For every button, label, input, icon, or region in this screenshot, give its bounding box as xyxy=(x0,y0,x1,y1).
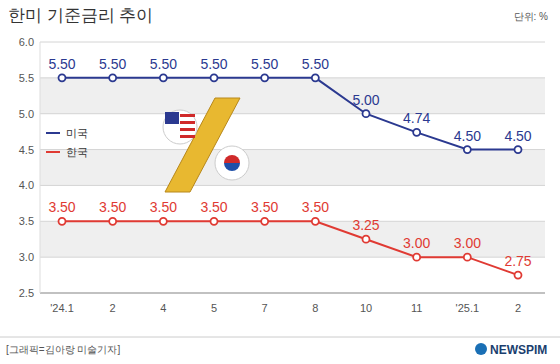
data-label: 5.50 xyxy=(302,56,329,72)
plot-area xyxy=(59,74,522,278)
point xyxy=(160,74,167,81)
point xyxy=(109,218,116,225)
series-line xyxy=(62,221,518,275)
footer-rule xyxy=(0,337,560,338)
unit-label: 단위: % xyxy=(514,11,549,22)
grid-band xyxy=(40,221,545,257)
x-tick-label: '24.1 xyxy=(50,302,74,314)
point xyxy=(413,254,420,261)
data-label: 5.50 xyxy=(251,56,278,72)
grid-line xyxy=(40,185,545,186)
point xyxy=(515,272,522,279)
x-tick-label: 11 xyxy=(411,302,422,314)
data-label: 5.50 xyxy=(99,56,126,72)
x-tick-label: 8 xyxy=(312,302,318,314)
point xyxy=(211,74,218,81)
series-line xyxy=(62,78,518,150)
y-tick-label: 2.5 xyxy=(19,287,34,299)
point xyxy=(464,254,471,261)
x-tick-label: 2 xyxy=(515,302,521,314)
data-label: 3.50 xyxy=(251,199,278,215)
data-label: 5.50 xyxy=(200,56,227,72)
data-label: 3.00 xyxy=(403,235,430,251)
x-tick-label: 5 xyxy=(211,302,217,314)
point xyxy=(312,218,319,225)
point xyxy=(211,218,218,225)
x-tick-label: 2 xyxy=(110,302,116,314)
data-label: 5.50 xyxy=(150,56,177,72)
y-axis xyxy=(40,42,41,293)
x-axis xyxy=(40,293,545,294)
data-label: 3.00 xyxy=(454,235,481,251)
point xyxy=(109,74,116,81)
data-labels: 5.50 5.50 5.50 5.50 5.50 5.50 5.00 4.74 4.50 4.50… xyxy=(48,56,531,269)
point xyxy=(363,236,370,243)
data-label: 3.50 xyxy=(302,199,329,215)
data-label: 3.50 xyxy=(150,199,177,215)
data-label: 4.74 xyxy=(403,110,430,126)
grid-line xyxy=(40,113,545,114)
legend-label: 미국 xyxy=(66,127,88,139)
point xyxy=(413,129,420,136)
flag-us-stripe xyxy=(180,114,195,117)
data-label: 3.50 xyxy=(99,199,126,215)
data-label: 4.50 xyxy=(454,128,481,144)
data-label: 5.00 xyxy=(352,92,379,108)
flag-us-canton xyxy=(165,112,179,124)
point xyxy=(363,110,370,117)
y-tick-label: 5.5 xyxy=(19,72,34,84)
legend: 미국한국 xyxy=(46,127,88,158)
flag-us xyxy=(163,110,197,144)
flag-kr-bottom xyxy=(224,163,240,171)
x-tick-label: 7 xyxy=(262,302,268,314)
point xyxy=(59,218,66,225)
point xyxy=(464,146,471,153)
logo-icon xyxy=(475,343,487,355)
data-label: 5.50 xyxy=(48,56,75,72)
point xyxy=(515,146,522,153)
flag-kr xyxy=(215,146,249,180)
point xyxy=(59,74,66,81)
grid-band xyxy=(40,150,545,186)
y-tick-label: 6.0 xyxy=(19,36,34,48)
point xyxy=(160,218,167,225)
data-label: 4.50 xyxy=(504,128,531,144)
point xyxy=(312,74,319,81)
x-tick-label: 10 xyxy=(360,302,372,314)
y-tick-label: 5.0 xyxy=(19,108,34,120)
y-tick-label: 4.5 xyxy=(19,144,34,156)
legend-label: 한국 xyxy=(66,146,88,158)
y-tick-label: 3.5 xyxy=(19,215,34,227)
flag-kr-top xyxy=(224,155,240,163)
title: 한미 기준금리 추이 xyxy=(8,6,153,25)
y-tick-label: 3.0 xyxy=(19,251,34,263)
x-tick-label: 4 xyxy=(160,302,166,314)
grid-band xyxy=(40,78,545,114)
grid-line xyxy=(40,293,545,294)
logo: NEWSPIM xyxy=(490,343,547,357)
decoration xyxy=(163,98,249,192)
data-label: 3.25 xyxy=(352,217,379,233)
point xyxy=(261,218,268,225)
source: [그래픽=김아랑 미술기자] xyxy=(6,344,120,355)
x-tick-label: '25.1 xyxy=(456,302,480,314)
legend-swatch xyxy=(46,151,60,153)
flag-us-stripe xyxy=(180,128,195,131)
point xyxy=(261,74,268,81)
flag-us-stripe xyxy=(180,135,195,138)
legend-swatch xyxy=(46,132,60,134)
grid-line xyxy=(40,42,545,43)
y-tick-label: 4.0 xyxy=(19,179,34,191)
data-label: 3.50 xyxy=(200,199,227,215)
data-label: 3.50 xyxy=(48,199,75,215)
flag-us-stripe xyxy=(180,121,195,124)
data-label: 2.75 xyxy=(504,253,531,269)
chart: 2.5 3.0 3.5 4.0 4.5 5.0 5.5 6.0 '24.1 2 4 5 7 8 10 11 '2… xyxy=(0,0,560,364)
